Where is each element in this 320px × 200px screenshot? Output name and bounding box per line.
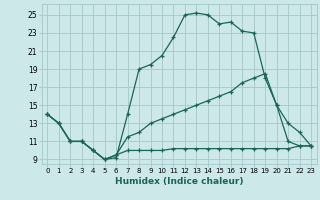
X-axis label: Humidex (Indice chaleur): Humidex (Indice chaleur) xyxy=(115,177,244,186)
